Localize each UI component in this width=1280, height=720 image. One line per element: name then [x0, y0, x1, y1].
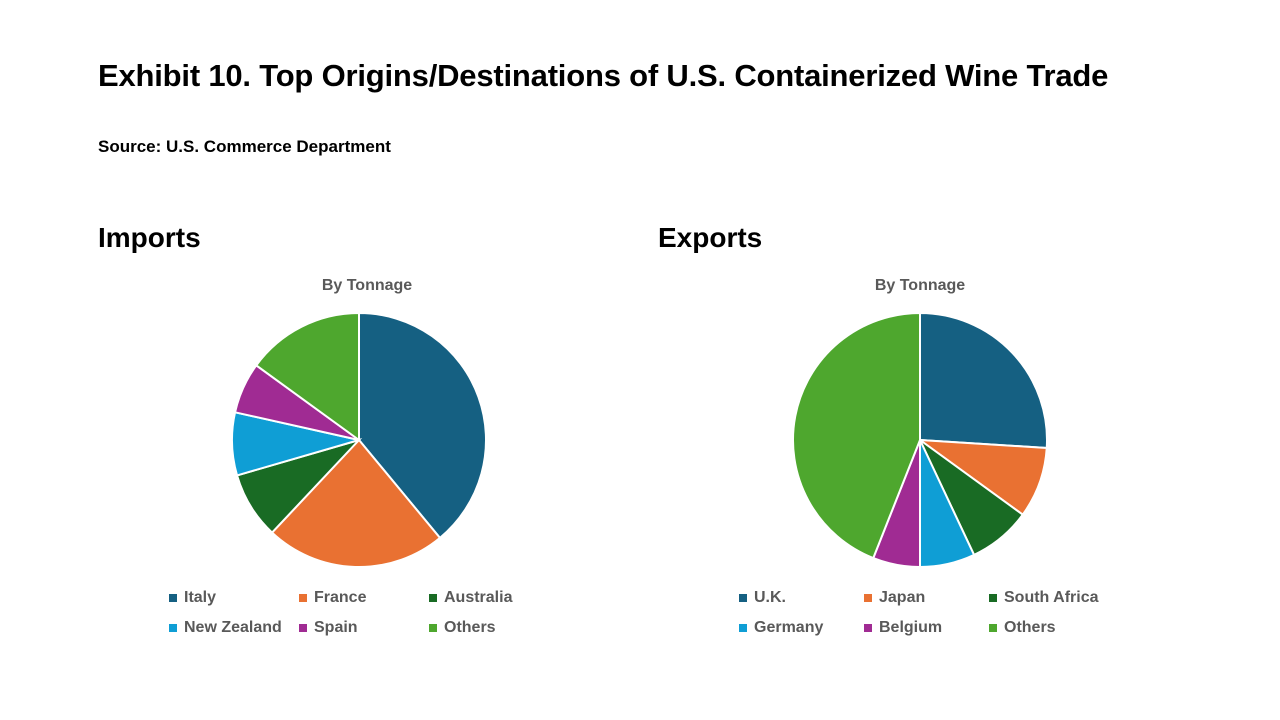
slide-title: Exhibit 10. Top Origins/Destinations of …	[98, 58, 1109, 93]
legend-label: U.K.	[754, 589, 786, 606]
legend-swatch	[299, 624, 307, 632]
legend-label: Japan	[879, 589, 926, 606]
legend-swatch	[169, 624, 177, 632]
imports-pie-chart	[231, 311, 487, 568]
legend-label: Spain	[314, 619, 358, 636]
legend-label: Others	[444, 619, 496, 636]
legend-label: Italy	[184, 589, 217, 606]
exports-chart-title: By Tonnage	[874, 277, 966, 294]
legend-swatch	[429, 594, 437, 602]
exports-slice-others	[792, 311, 921, 560]
legend-swatch	[864, 594, 872, 602]
imports-slice-others	[254, 311, 360, 442]
exports-pie-chart	[792, 311, 1048, 569]
exports-legend-item-belgium: Belgium	[864, 618, 989, 638]
legend-swatch	[299, 594, 307, 602]
legend-label: Others	[1004, 619, 1056, 636]
exports-legend-item-others: Others	[989, 618, 1129, 638]
exports-slice-u-k	[919, 311, 1048, 450]
legend-swatch	[864, 624, 872, 632]
exports-heading: Exports	[658, 222, 763, 253]
source-note: Source: U.S. Commerce Department	[98, 137, 391, 156]
exports-legend-item-u-k: U.K.	[739, 588, 864, 608]
imports-heading: Imports	[98, 222, 201, 253]
legend-label: New Zealand	[184, 619, 282, 636]
legend-label: France	[314, 589, 367, 606]
legend-label: Germany	[754, 619, 824, 636]
legend-label: Australia	[444, 589, 513, 606]
imports-legend-item-australia: Australia	[429, 588, 559, 608]
legend-swatch	[989, 594, 997, 602]
exports-legend-item-south-africa: South Africa	[989, 588, 1129, 608]
imports-legend-item-others: Others	[429, 618, 559, 638]
legend-swatch	[989, 624, 997, 632]
legend-swatch	[739, 594, 747, 602]
imports-legend-item-new-zealand: New Zealand	[169, 618, 299, 638]
legend-swatch	[429, 624, 437, 632]
imports-legend: Italy France Australia New Zealand Spain Othe…	[169, 588, 559, 638]
legend-label: South Africa	[1004, 589, 1099, 606]
exports-legend: U.K. Japan South Africa Germany Belgium Other…	[739, 588, 1129, 638]
legend-label: Belgium	[879, 619, 943, 636]
imports-slice-italy	[358, 311, 487, 540]
exports-legend-item-germany: Germany	[739, 618, 864, 638]
imports-legend-item-spain: Spain	[299, 618, 429, 638]
legend-swatch	[169, 594, 177, 602]
imports-slice-france	[270, 438, 442, 568]
legend-swatch	[739, 624, 747, 632]
imports-chart-title: By Tonnage	[321, 277, 413, 294]
imports-legend-item-france: France	[299, 588, 429, 608]
imports-legend-item-italy: Italy	[169, 588, 299, 608]
exports-legend-item-japan: Japan	[864, 588, 989, 608]
